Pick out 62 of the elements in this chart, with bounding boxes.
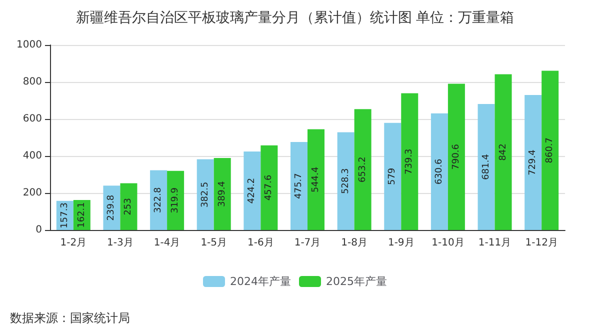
y-tick-label: 200	[22, 188, 42, 198]
y-tick-label: 0	[36, 224, 42, 236]
x-tick-label: 1-10月	[432, 238, 464, 248]
data-label: 319.9	[170, 187, 181, 214]
bar	[290, 142, 308, 230]
chart-title: 新疆维吾尔自治区平板玻璃产量分月（累计值）统计图 单位：万重量箱	[76, 10, 514, 26]
data-label: 382.5	[200, 182, 210, 208]
data-label: 239.8	[106, 194, 117, 221]
data-label: 790.6	[451, 144, 462, 170]
bar	[308, 129, 324, 230]
bar	[430, 113, 448, 230]
x-tick-label: 1-9月	[388, 238, 414, 248]
x-tick-label: 1-3月	[107, 238, 134, 248]
y-tick-label: 800	[22, 76, 42, 88]
bar	[524, 95, 542, 230]
data-label: 630.6	[434, 158, 444, 185]
data-label: 162.1	[76, 202, 87, 228]
x-tick-label: 1-11月	[478, 238, 512, 248]
data-label: 389.4	[217, 180, 228, 207]
y-tick-label: 1000	[16, 40, 42, 50]
bar	[384, 122, 402, 230]
bar	[150, 170, 168, 230]
data-label: 579	[388, 168, 398, 186]
data-label: 475.7	[294, 173, 304, 199]
data-label: 653.2	[358, 156, 368, 182]
data-label: 544.4	[311, 166, 321, 193]
data-label: 842	[498, 144, 508, 161]
bar	[448, 84, 465, 230]
x-tick-label: 1-8月	[341, 238, 368, 248]
data-label: 157.3	[60, 202, 70, 228]
x-tick-label: 1-5月	[200, 238, 228, 248]
bar	[494, 74, 512, 230]
y-tick-label: 600	[22, 114, 42, 124]
data-label: 528.3	[340, 168, 351, 194]
x-tick-label: 1-2月	[60, 238, 87, 248]
x-tick-label: 1-4月	[154, 238, 180, 248]
bar	[214, 158, 231, 230]
data-label: 860.7	[545, 138, 556, 164]
legend-label: 2025年产量	[326, 275, 387, 288]
bar	[167, 170, 184, 230]
data-label: 729.4	[528, 149, 538, 176]
source-note: 数据来源：国家统计局	[10, 311, 130, 325]
bar	[120, 183, 138, 230]
data-label: 681.4	[481, 154, 492, 180]
legend-label: 2024年产量	[230, 275, 292, 288]
bar	[354, 109, 372, 230]
x-tick-label: 1-6月	[248, 238, 274, 248]
bar	[337, 132, 354, 230]
x-tick-label: 1-7月	[294, 238, 321, 248]
bar	[196, 159, 214, 230]
bar	[260, 145, 278, 230]
bar	[401, 93, 418, 230]
bar	[478, 104, 495, 230]
y-tick-label: 400	[22, 150, 42, 162]
data-label: 739.3	[404, 148, 415, 174]
bar	[244, 152, 261, 230]
data-label: 457.6	[264, 174, 274, 201]
bar	[542, 70, 559, 230]
data-label: 253	[124, 198, 134, 216]
data-label: 322.8	[154, 186, 164, 214]
data-label: 424.2	[247, 178, 258, 204]
x-tick-label: 1-12月	[525, 238, 558, 248]
